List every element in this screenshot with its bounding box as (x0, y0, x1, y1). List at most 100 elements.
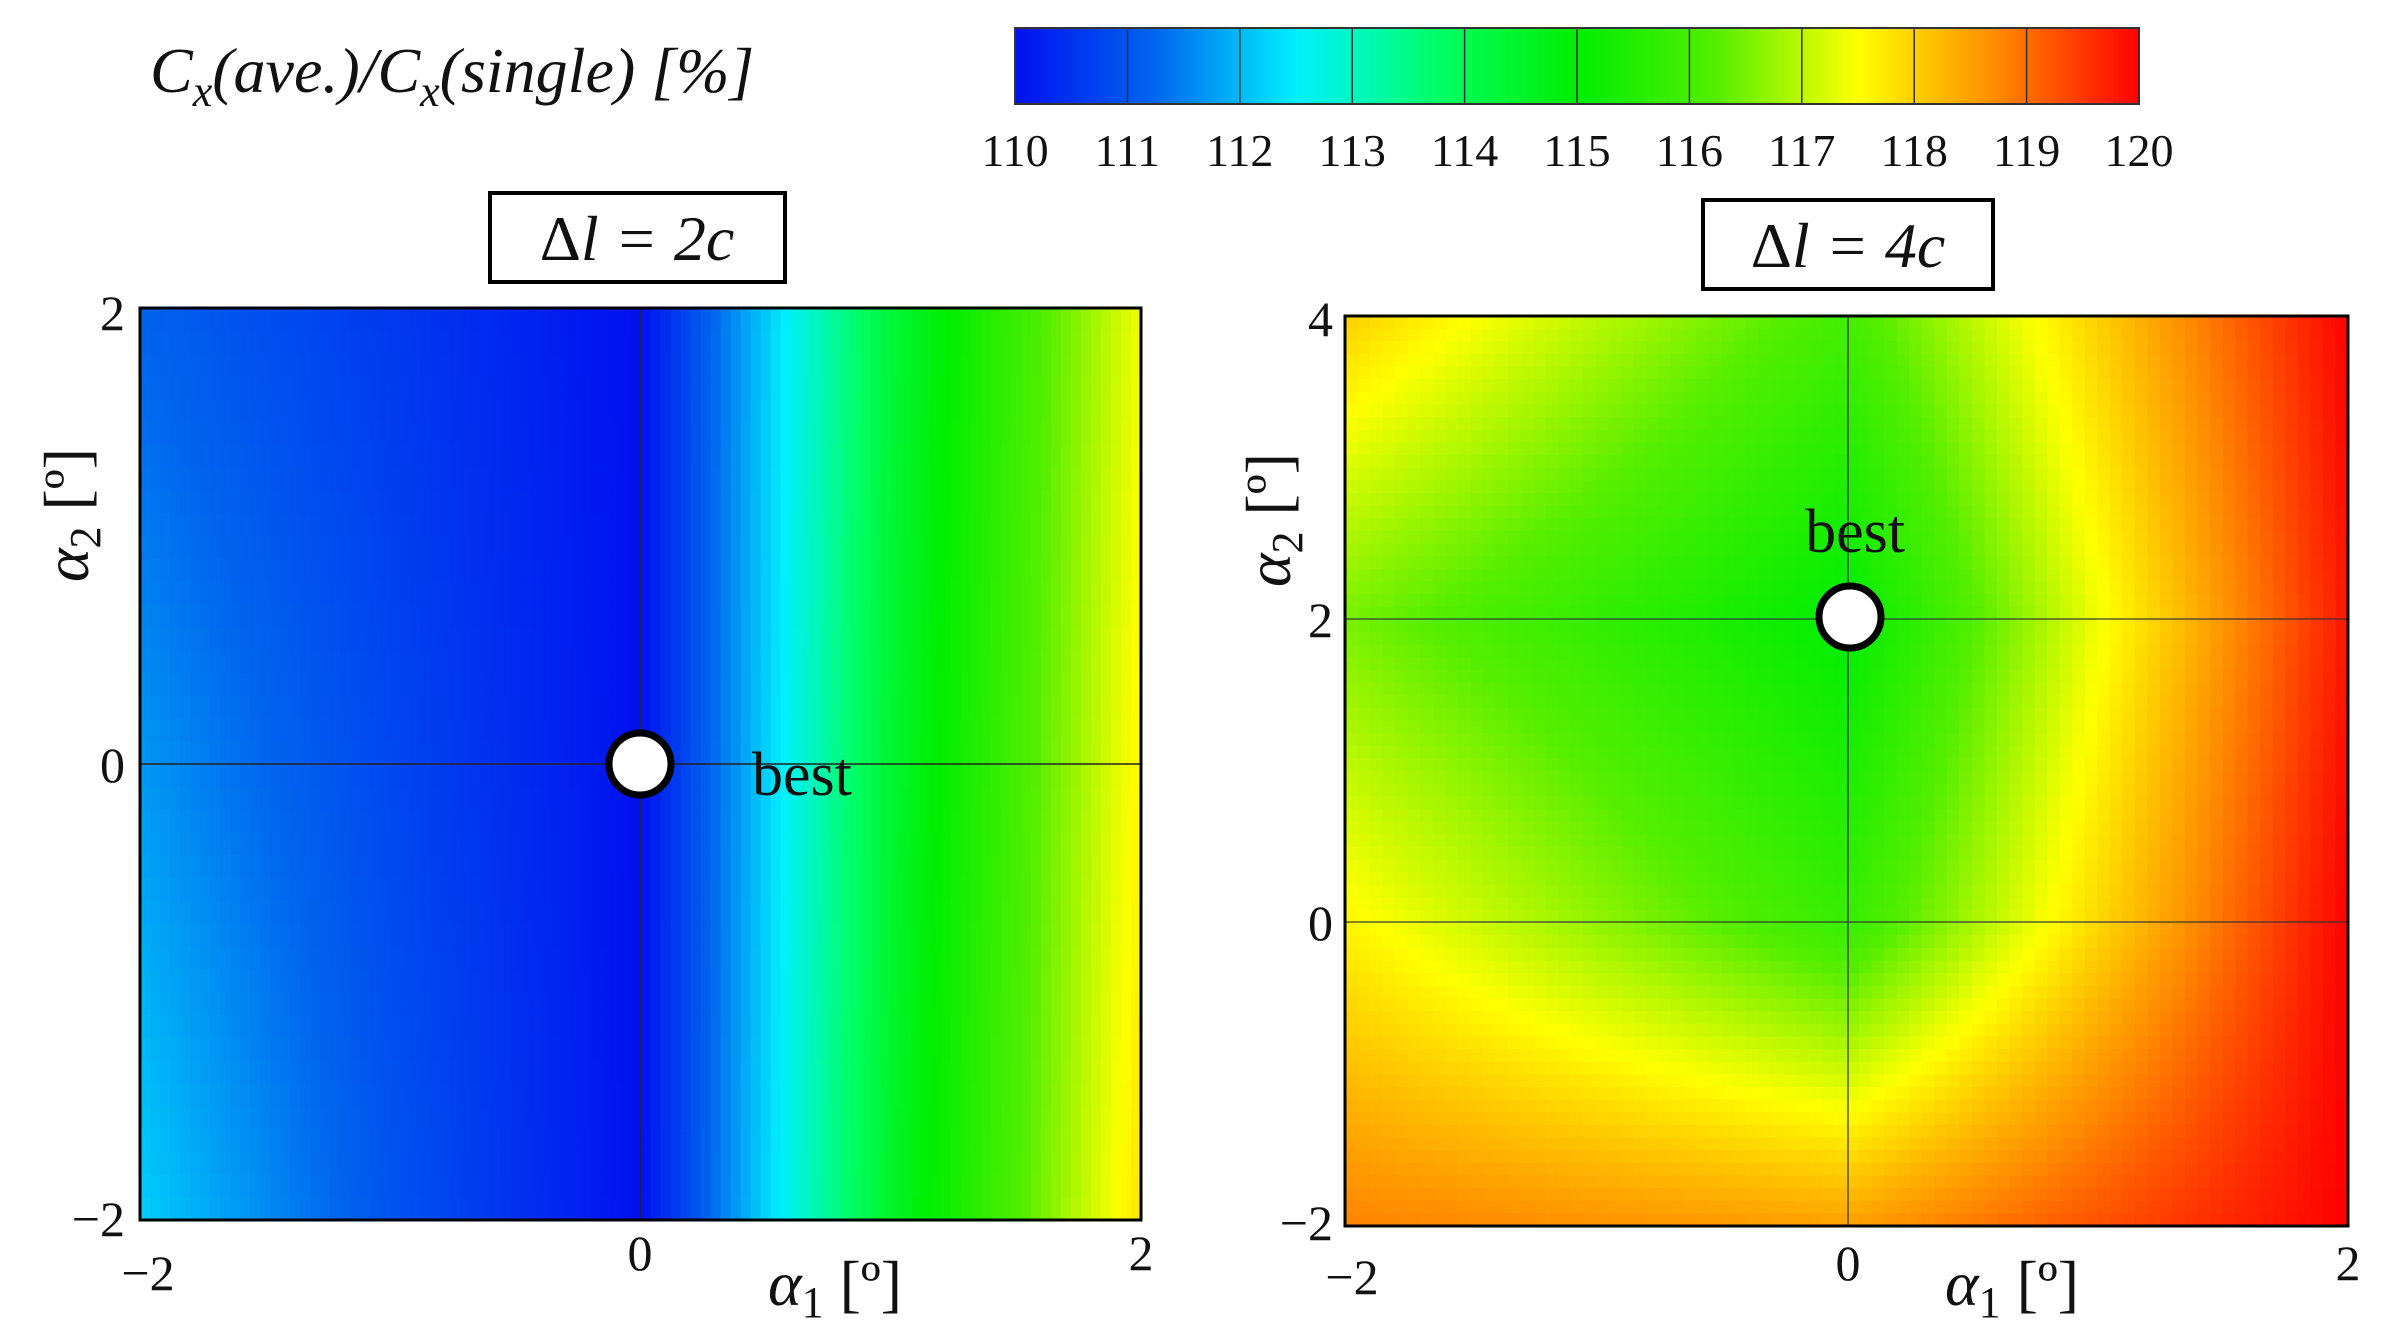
heatmap-cell (850, 1106, 862, 1130)
heatmap-cell (800, 832, 812, 856)
heatmap-cell (380, 923, 392, 948)
heatmap-cell (940, 490, 952, 514)
heatmap-cell (1432, 417, 1447, 431)
heatmap-cell (370, 1037, 382, 1062)
heatmap-cell (1345, 379, 1359, 393)
colorbar-tick-label: 115 (1543, 125, 1610, 176)
heatmap-cell (980, 923, 992, 948)
heatmap-cell (1060, 353, 1072, 378)
heatmap-cell (990, 992, 1002, 1016)
heatmap-cell (1395, 631, 1409, 646)
heatmap-cell (400, 832, 412, 856)
heatmap-cell (830, 581, 842, 606)
heatmap-cell (630, 695, 642, 720)
heatmap-cell (950, 1197, 962, 1220)
heatmap-cell (740, 672, 752, 697)
heatmap-cell (1080, 878, 1092, 902)
heatmap-cell (360, 376, 372, 400)
heatmap-cell (390, 1014, 402, 1039)
heatmap-cell (170, 672, 181, 697)
heatmap-cell (760, 832, 772, 856)
heatmap-cell (180, 467, 191, 492)
heatmap-cell (1345, 808, 1359, 823)
heatmap-cell (660, 855, 672, 879)
heatmap-cell (700, 1060, 712, 1084)
heatmap-cell (1470, 341, 1484, 355)
heatmap-cell (1000, 855, 1012, 879)
heatmap-cell (940, 581, 952, 606)
heatmap-cell (960, 513, 972, 537)
heatmap-cell (820, 1151, 832, 1176)
heatmap-cell (370, 695, 382, 720)
heatmap-cell (990, 467, 1002, 492)
heatmap-cell (640, 1197, 652, 1220)
heatmap-cell (1345, 341, 1359, 355)
heatmap-cell (850, 946, 862, 970)
heatmap-cell (170, 786, 181, 811)
heatmap-cell (790, 809, 802, 834)
heatmap-cell (1432, 606, 1447, 621)
heatmap-cell (830, 422, 842, 446)
heatmap-cell (870, 627, 882, 651)
heatmap-cell (200, 353, 211, 378)
heatmap-cell (900, 923, 912, 948)
heatmap-cell (620, 992, 632, 1016)
heatmap-cell (1395, 1162, 1409, 1177)
heatmap-cell (1470, 543, 1484, 557)
heatmap-cell (670, 1037, 682, 1062)
heatmap-cell (420, 581, 432, 606)
heatmap-cell (1432, 808, 1447, 823)
heatmap-cell (140, 444, 151, 469)
heatmap-cell (470, 422, 482, 446)
heatmap-cell (810, 536, 822, 560)
heatmap-cell (760, 878, 772, 902)
heatmap-cell (700, 718, 712, 742)
heatmap-cell (470, 1037, 482, 1062)
heatmap-cell (1110, 1128, 1122, 1153)
heatmap-cell (1345, 897, 1359, 911)
heatmap-cell (1395, 543, 1409, 557)
heatmap-cell (440, 786, 452, 811)
heatmap-cell (870, 718, 882, 742)
heatmap-cell (980, 353, 992, 378)
heatmap-cell (1050, 581, 1062, 606)
heatmap-cell (630, 855, 642, 879)
heatmap-cell (1130, 1037, 1141, 1062)
heatmap-cell (680, 444, 692, 469)
heatmap-cell (1507, 353, 1522, 368)
heatmap-cell (180, 650, 191, 674)
heatmap-cell (510, 444, 522, 469)
heatmap-cell (770, 467, 782, 492)
heatmap-cell (880, 992, 892, 1016)
heatmap-cell (610, 969, 622, 993)
heatmap-cell (1100, 923, 1112, 948)
heatmap-cell (240, 809, 251, 834)
heatmap-cell (520, 1197, 532, 1220)
heatmap-cell (410, 946, 422, 970)
heatmap-cell (1382, 442, 1396, 456)
heatmap-cell (570, 444, 582, 469)
heatmap-cell (920, 1083, 932, 1107)
heatmap-cell (500, 718, 512, 742)
heatmap-cell (300, 1014, 311, 1039)
heatmap-cell (440, 1128, 452, 1153)
heatmap-cell (340, 490, 352, 514)
heatmap-cell (990, 786, 1002, 811)
heatmap-cell (550, 1151, 562, 1176)
heatmap-cell (810, 399, 822, 423)
heatmap-cell (770, 1174, 782, 1198)
heatmap-cell (280, 444, 291, 469)
heatmap-cell (620, 1197, 632, 1220)
heatmap-cell (580, 1060, 592, 1084)
heatmap-cell (630, 376, 642, 400)
heatmap-cell (600, 992, 612, 1016)
heatmap-cell (940, 1151, 952, 1176)
heatmap-cell (1100, 786, 1112, 811)
heatmap-cell (1050, 718, 1062, 742)
heatmap-cell (920, 490, 932, 514)
heatmap-cell (240, 1128, 251, 1153)
heatmap-cell (1420, 353, 1434, 368)
heatmap-cell (750, 444, 762, 469)
heatmap-cell (880, 1037, 892, 1062)
heatmap-cell (1370, 935, 1384, 949)
